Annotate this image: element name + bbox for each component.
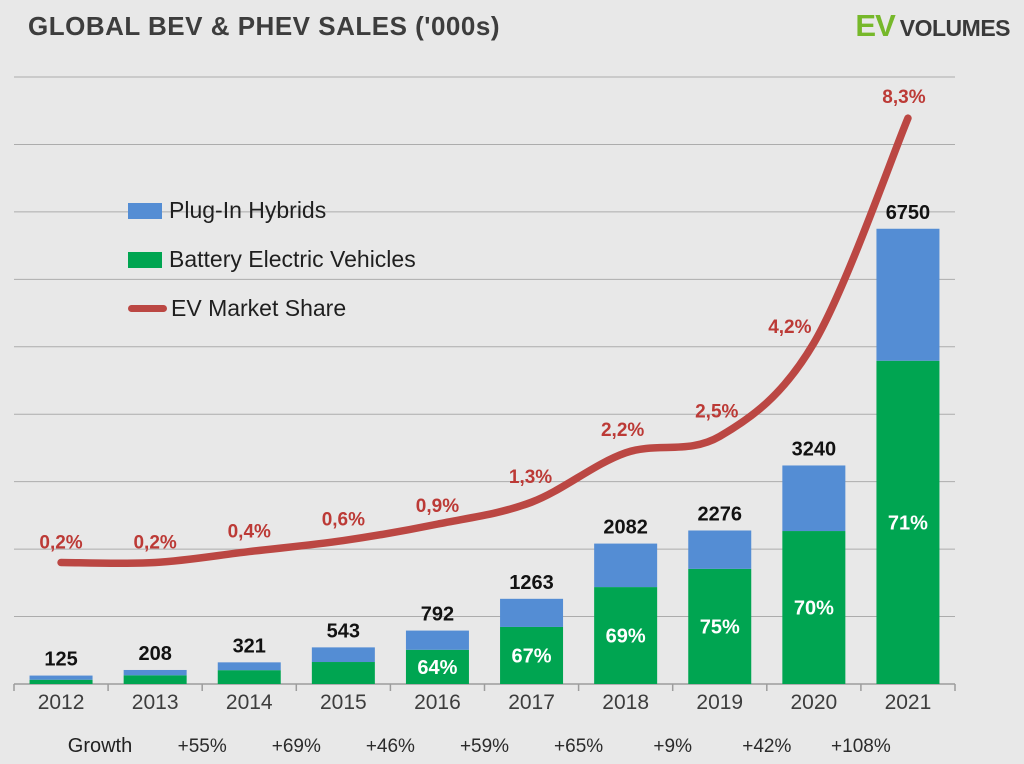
bar-bev-2017 <box>500 626 564 684</box>
market-share-label-2013: 0,2% <box>133 533 176 554</box>
x-axis-label-2019: 2019 <box>696 691 743 714</box>
growth-value-2014-2015: +69% <box>272 736 321 757</box>
bar-phev-2012 <box>29 675 93 680</box>
market-share-label-2014: 0,4% <box>228 522 271 543</box>
bar-bev-2016 <box>405 649 469 684</box>
x-axis-label-2013: 2013 <box>132 691 179 714</box>
bar-phev-2021 <box>876 228 940 361</box>
growth-value-2018-2019: +9% <box>653 736 692 757</box>
bar-bev-2012 <box>29 679 93 684</box>
market-share-line <box>57 114 912 568</box>
page-title: GLOBAL BEV & PHEV SALES ('000s) <box>28 11 500 41</box>
logo-volumes-text: VOLUMES <box>899 15 1011 41</box>
bev-share-label-2020: 70% <box>794 598 834 620</box>
x-axis-label-2020: 2020 <box>790 691 837 714</box>
share-line-swatch-icon <box>128 305 167 312</box>
legend-label-phev: Plug-In Hybrids <box>169 197 327 223</box>
market-share-label-2019: 2,5% <box>695 401 738 422</box>
bar-total-label-2016: 792 <box>421 604 454 626</box>
legend-label-bev: Battery Electric Vehicles <box>169 246 416 272</box>
bar-bev-2018 <box>594 587 658 684</box>
bar-phev-2020 <box>782 465 846 532</box>
bar-total-label-2021: 6750 <box>886 202 931 224</box>
bar-bev-2013 <box>123 675 187 684</box>
bar-bev-2019 <box>688 568 752 684</box>
bar-bev-2014 <box>217 670 281 684</box>
legend-item-bev: Battery Electric Vehicles <box>128 235 416 284</box>
bar-phev-2016 <box>405 630 469 650</box>
bev-share-label-2018: 69% <box>606 626 646 648</box>
x-axis-label-2021: 2021 <box>885 691 932 714</box>
phev-swatch-icon <box>128 202 162 219</box>
bar-phev-2013 <box>123 669 187 676</box>
x-axis-label-2012: 2012 <box>38 691 85 714</box>
legend-label-share: EV Market Share <box>171 295 347 321</box>
x-axis-label-2014: 2014 <box>226 691 273 714</box>
bar-total-label-2013: 208 <box>138 643 171 665</box>
bev-swatch-icon <box>128 251 162 268</box>
growth-value-2020-2021: +108% <box>831 736 891 757</box>
bev-share-label-2016: 64% <box>417 657 457 679</box>
growth-row-title: Growth <box>68 735 132 757</box>
growth-value-2017-2018: +65% <box>554 736 603 757</box>
growth-value-2013-2014: +55% <box>178 736 227 757</box>
ev-volumes-logo: EV VOLUMES <box>855 8 1010 44</box>
x-axis-label-2015: 2015 <box>320 691 367 714</box>
market-share-label-2018: 2,2% <box>601 420 644 441</box>
market-share-label-2017: 1,3% <box>509 467 552 488</box>
x-axis-label-2017: 2017 <box>508 691 555 714</box>
bev-share-label-2017: 67% <box>512 645 552 667</box>
x-axis-label-2016: 2016 <box>414 691 461 714</box>
bar-total-label-2012: 125 <box>44 649 77 671</box>
chart-legend: Plug-In Hybrids Battery Electric Vehicle… <box>128 186 416 333</box>
bar-bev-2020 <box>782 531 846 684</box>
bar-total-label-2017: 1263 <box>509 572 554 594</box>
bev-share-label-2021: 71% <box>888 512 928 534</box>
bar-phev-2019 <box>688 530 752 569</box>
bar-total-label-2019: 2276 <box>698 503 743 525</box>
growth-value-2016-2017: +59% <box>460 736 509 757</box>
market-share-label-2016: 0,9% <box>416 496 459 517</box>
bar-total-label-2018: 2082 <box>603 517 648 539</box>
logo-ev-text: EV <box>855 8 895 43</box>
bar-total-label-2015: 543 <box>327 620 360 642</box>
market-share-label-2015: 0,6% <box>322 510 365 531</box>
bar-phev-2017 <box>500 598 564 627</box>
x-axis-label-2018: 2018 <box>602 691 649 714</box>
growth-value-2015-2016: +46% <box>366 736 415 757</box>
market-share-label-2020: 4,2% <box>768 317 811 338</box>
growth-value-2019-2020: +42% <box>742 736 791 757</box>
bev-share-label-2019: 75% <box>700 616 740 638</box>
bar-bev-2015 <box>311 662 375 684</box>
bar-phev-2014 <box>217 662 281 671</box>
bar-phev-2015 <box>311 647 375 663</box>
bar-bev-2021 <box>876 360 940 684</box>
market-share-label-2012: 0,2% <box>39 533 82 554</box>
legend-item-share: EV Market Share <box>128 284 416 333</box>
market-share-label-2021: 8,3% <box>882 87 925 108</box>
bar-phev-2018 <box>594 543 658 588</box>
bar-total-label-2014: 321 <box>233 635 266 657</box>
legend-item-phev: Plug-In Hybrids <box>128 186 416 235</box>
bar-total-label-2020: 3240 <box>792 438 837 460</box>
